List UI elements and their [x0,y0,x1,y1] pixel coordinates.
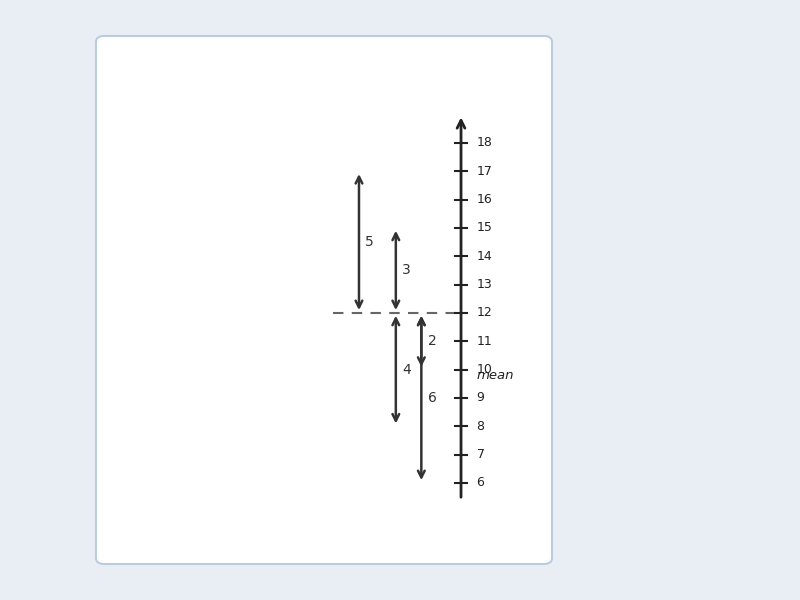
Text: 17: 17 [477,165,493,178]
Text: 18: 18 [477,136,493,149]
Text: 2: 2 [427,334,436,348]
Text: 15: 15 [477,221,493,235]
FancyBboxPatch shape [96,36,552,564]
Text: 16: 16 [477,193,492,206]
Text: mean: mean [477,369,514,382]
Text: 7: 7 [477,448,485,461]
Text: 9: 9 [477,391,485,404]
Text: 5: 5 [366,235,374,249]
Text: 13: 13 [477,278,492,291]
Text: 8: 8 [477,420,485,433]
Text: 3: 3 [402,263,411,277]
Text: 14: 14 [477,250,492,263]
Text: 12: 12 [477,307,492,319]
Text: 4: 4 [402,362,411,377]
Text: 6: 6 [427,391,437,405]
Text: 6: 6 [477,476,485,490]
Text: 11: 11 [477,335,492,348]
Text: 10: 10 [477,363,493,376]
